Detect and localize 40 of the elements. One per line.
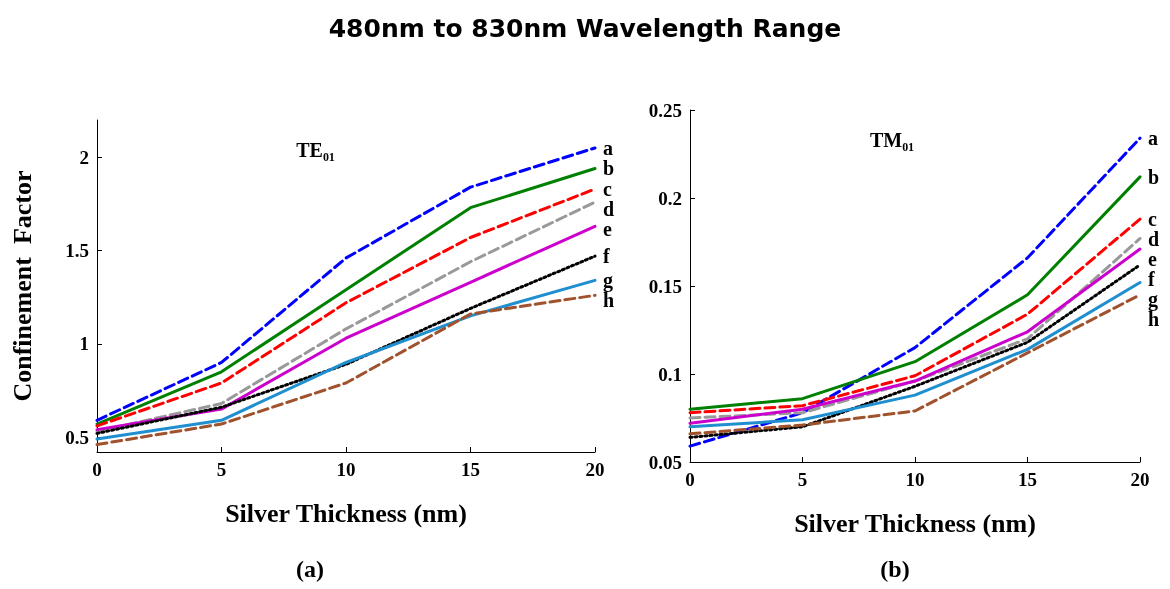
x-tick-label: 15 (461, 459, 480, 480)
text: TE₀₁ (296, 139, 335, 161)
series-label: f (603, 245, 610, 268)
series-label: f (1148, 268, 1155, 291)
x-tick-label: 20 (1130, 469, 1150, 490)
series-label: c (603, 178, 612, 201)
y-tick-label: 0.5 (65, 426, 89, 448)
series-label: d (603, 198, 615, 221)
y-tick-label: 0.05 (648, 451, 682, 473)
text: (a) (296, 556, 324, 582)
series-label: e (603, 218, 612, 241)
series-label: a (1148, 127, 1158, 150)
x-tick-label: 15 (1018, 469, 1037, 490)
y-tick-label: 2 (79, 146, 89, 168)
series-label: c (1148, 208, 1157, 231)
y-axis-title: Confinement Factor (7, 170, 37, 402)
series-label: a (603, 136, 613, 159)
series-label: d (1148, 228, 1160, 251)
series-label: b (1148, 165, 1160, 188)
text: TM₀₁ (870, 129, 915, 151)
y-tick-label: 0.25 (648, 99, 682, 121)
x-tick-label: 20 (585, 459, 605, 480)
chart-title: 480nm to 830nm Wavelength Range (327, 14, 843, 43)
x-axis-title: Silver Thickness (nm) (225, 498, 467, 528)
series-label: e (1148, 248, 1157, 271)
y-tick-label: 0.2 (658, 187, 682, 209)
x-tick-label: 10 (905, 469, 925, 490)
x-tick-label: 0 (92, 459, 102, 480)
series-label: b (603, 157, 615, 180)
x-axis-title: Silver Thickness (nm) (794, 508, 1036, 538)
y-tick-label: 0.15 (648, 275, 682, 297)
x-tick-label: 5 (797, 469, 808, 490)
x-tick-label: 5 (216, 459, 227, 480)
x-tick-label: 0 (685, 469, 695, 490)
line-series (688, 175, 1142, 411)
y-tick-label: 1.5 (65, 240, 89, 262)
y-tick-label: 1 (79, 333, 89, 355)
text: (b) (880, 556, 910, 582)
x-tick-label: 10 (336, 459, 356, 480)
y-tick-label: 0.1 (658, 363, 682, 385)
